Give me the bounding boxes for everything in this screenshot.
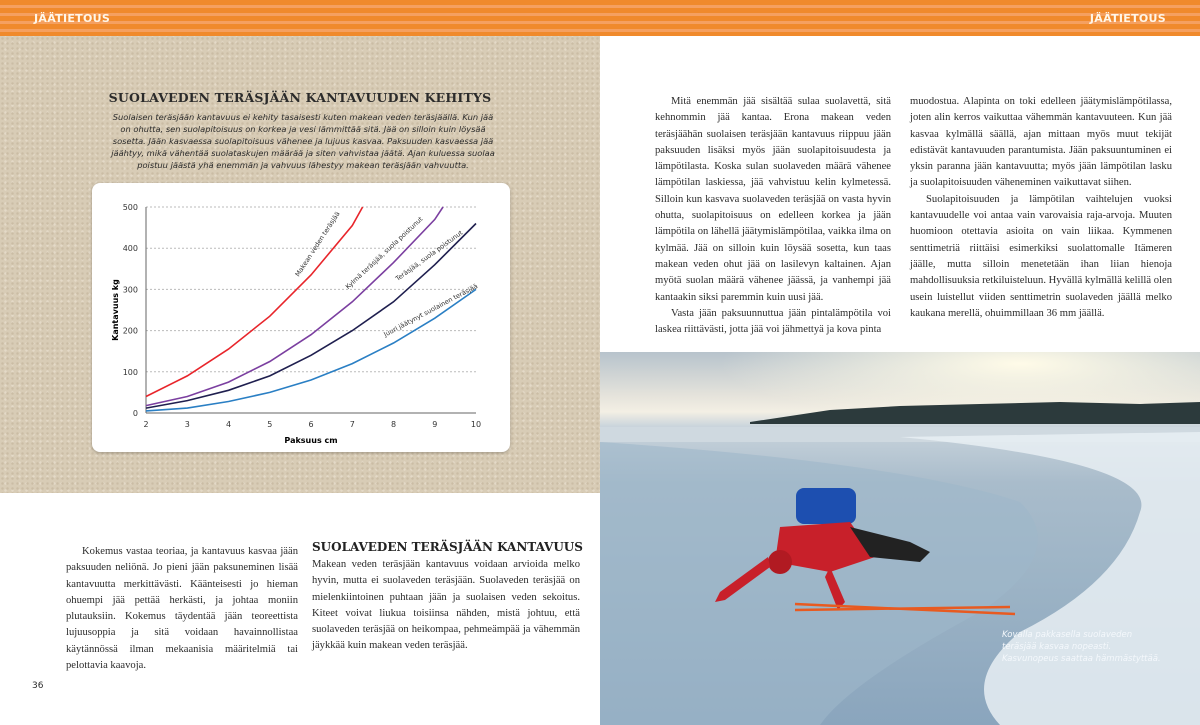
y-tick-label: 100: [123, 368, 138, 377]
right-column-2: muodostua. Alapinta on toki edelleen jää…: [910, 94, 1172, 322]
x-tick-label: 2: [143, 420, 148, 429]
paragraph: muodostua. Alapinta on toki edelleen jää…: [910, 96, 1172, 189]
tree-line: [750, 402, 1200, 424]
section-body-text: Makean veden teräsjään kantavuus voidaan…: [312, 557, 580, 655]
paragraph: Suolapitoisuuden ja lämpötilan vaihteluj…: [910, 193, 1172, 319]
x-axis-label: Paksuus cm: [284, 436, 337, 445]
y-tick-label: 0: [133, 409, 138, 418]
caption-line: Kovalla pakkasella suolaveden: [1002, 630, 1133, 640]
y-tick-label: 200: [123, 327, 138, 336]
photo-illustration: [600, 352, 1200, 725]
series-line: [145, 206, 364, 398]
chart: 0 100 200 300 400 500 2 3 4 5 6 7 8 9 10 Paksuus cm Kant…: [111, 203, 481, 445]
y-tick-label: 500: [123, 203, 138, 212]
paragraph: Kokemus vastaa teoriaa, ja kantavuus kas…: [66, 546, 298, 672]
x-tick-label: 9: [432, 420, 437, 429]
x-tick-label: 4: [226, 420, 231, 429]
paragraph: Makean veden teräsjään kantavuus voidaan…: [312, 559, 580, 652]
x-tick-label: 10: [471, 420, 481, 429]
caption-line: Kasvunopeus saattaa hämmästyttää.: [1002, 654, 1161, 664]
series-line: [145, 222, 477, 409]
photo-caption: Kovalla pakkasella suolaveden teräsjää k…: [1002, 629, 1161, 665]
skater: [715, 488, 1016, 616]
caption-line: teräsjää kasvaa nopeasti.: [1002, 642, 1112, 652]
running-header-left: JÄÄTIETOUS: [34, 12, 111, 25]
series-line: [145, 206, 444, 407]
y-tick-label: 300: [123, 285, 138, 294]
paragraph: Vasta jään paksuunnuttua jään pintalämpö…: [655, 307, 891, 336]
infobox-text: Suolaisen teräsjään kantavuus ei kehity …: [111, 112, 495, 170]
paragraph: Mitä enemmän jää sisältää sulaa suolavet…: [655, 96, 891, 303]
y-tick-label: 400: [123, 244, 138, 253]
page-number: 36: [32, 681, 44, 691]
series-label: Kylmä teräsjää, suola poistunut: [344, 215, 425, 291]
header-band: JÄÄTIETOUS JÄÄTIETOUS: [0, 0, 1200, 36]
x-tick-label: 3: [185, 420, 190, 429]
left-body-text: Kokemus vastaa teoriaa, ja kantavuus kas…: [66, 544, 298, 674]
snow-ice: [900, 432, 1200, 725]
section-heading: SUOLAVEDEN TERÄSJÄÄN KANTAVUUS: [312, 540, 583, 554]
chart-card: 0 100 200 300 400 500 2 3 4 5 6 7 8 9 10 Paksuus cm Kant…: [92, 183, 510, 452]
right-column-1: Mitä enemmän jää sisältää sulaa suolavet…: [655, 94, 891, 338]
x-tick-label: 8: [391, 420, 396, 429]
x-tick-label: 5: [267, 420, 272, 429]
y-axis-label: Kantavuus kg: [111, 279, 120, 341]
x-tick-label: 7: [350, 420, 355, 429]
running-header-right: JÄÄTIETOUS: [1089, 12, 1166, 25]
x-tick-label: 6: [308, 420, 313, 429]
photo-ice-skater: [600, 352, 1200, 725]
series-line: [145, 288, 477, 412]
infobox-title: SUOLAVEDEN TERÄSJÄÄN KANTAVUUDEN KEHITYS: [108, 90, 492, 105]
